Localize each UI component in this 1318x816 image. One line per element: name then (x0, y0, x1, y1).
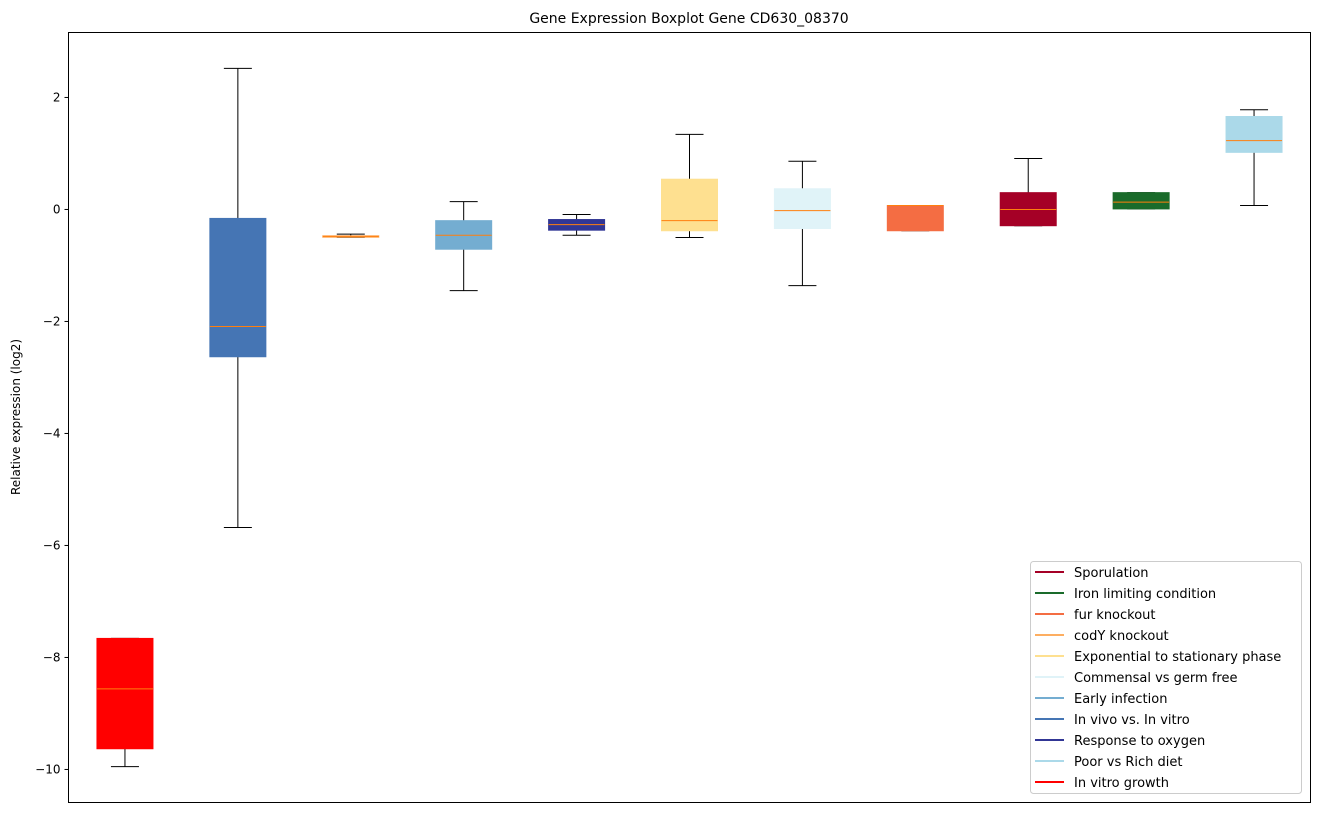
y-tick-label: 2 (53, 90, 61, 104)
box-in-vivo-vs-in-vitro (209, 67, 267, 529)
legend-label: Commensal vs germ free (1074, 671, 1237, 686)
legend-label: fur knockout (1074, 608, 1156, 623)
box (1112, 192, 1170, 210)
box (96, 637, 154, 750)
y-tick-label: −8 (43, 650, 61, 664)
legend-label: Response to oxygen (1074, 734, 1205, 749)
box (1225, 116, 1283, 153)
box-sporulation (999, 158, 1057, 227)
y-tick-label: 0 (53, 202, 61, 216)
box-fur-knockout (886, 205, 944, 232)
legend-label: Exponential to stationary phase (1074, 650, 1281, 665)
legend-label: In vivo vs. In vitro (1074, 713, 1190, 728)
legend-label: codY knockout (1074, 629, 1169, 644)
legend-label: Poor vs Rich diet (1074, 755, 1182, 770)
box (661, 178, 718, 232)
legend-label: In vitro growth (1074, 776, 1169, 791)
y-tick-label: −10 (35, 762, 60, 776)
box-response-to-oxygen (548, 214, 606, 236)
y-tick-label: −4 (43, 426, 61, 440)
box-iron-limiting-condition (1112, 192, 1170, 210)
legend-box (1030, 561, 1302, 794)
box (886, 205, 944, 232)
chart-title: Gene Expression Boxplot Gene CD630_08370 (529, 11, 848, 27)
box-exponential-to-stationary-phase (661, 133, 718, 238)
box-cody-knockout (322, 233, 380, 238)
legend-label: Sporulation (1074, 566, 1149, 581)
box-poor-vs-rich-diet (1225, 109, 1283, 207)
y-axis-label: Relative expression (log2) (9, 339, 23, 495)
box (209, 217, 267, 358)
box-in-vitro-growth (96, 637, 154, 768)
plot-frame (68, 32, 1311, 803)
legend-label: Early infection (1074, 692, 1167, 707)
legend: Sporulation Iron limiting condition fur kn… (1030, 561, 1302, 794)
box-commensal-vs-germ-free (773, 160, 831, 287)
y-tick-label: −2 (43, 314, 61, 328)
box-early-infection (435, 201, 493, 292)
box (773, 188, 831, 230)
legend-label: Iron limiting condition (1074, 587, 1216, 602)
y-tick-label: −6 (43, 538, 61, 552)
